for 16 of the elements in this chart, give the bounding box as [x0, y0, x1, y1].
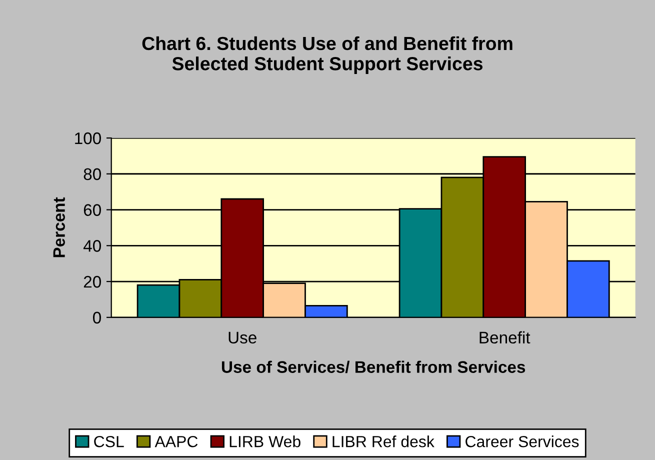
chart-title: Chart 6. Students Use of and Benefit from Selected Student Support Services: [142, 36, 512, 74]
legend-label: LIRB Web: [230, 436, 300, 448]
y-axis-title: Percent: [53, 197, 65, 258]
x-tick-label: Benefit: [480, 331, 530, 344]
x-tick-label: Use: [228, 332, 256, 344]
legend-label: LIBR Ref desk: [332, 436, 434, 448]
legend-label: Career Services: [466, 436, 579, 448]
y-tick-label: 0: [93, 312, 101, 324]
x-axis-title: Use of Services/ Benefit from Services: [222, 360, 526, 374]
legend-label: CSL: [94, 436, 124, 448]
y-tick-label: 20: [84, 276, 101, 288]
legend-label: AAPC: [154, 436, 198, 448]
y-tick-label: 100: [75, 132, 101, 144]
y-tick-label: 40: [83, 240, 101, 252]
y-tick-label: 60: [84, 204, 101, 216]
y-tick-label: 80: [84, 168, 101, 180]
